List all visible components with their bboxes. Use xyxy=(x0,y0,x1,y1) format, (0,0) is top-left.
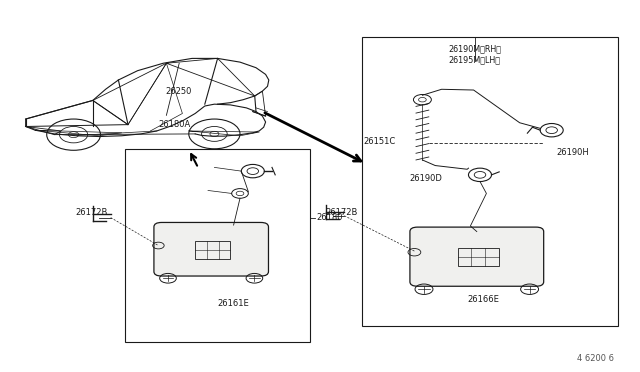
Text: 26166E: 26166E xyxy=(467,295,499,304)
Text: 26190D: 26190D xyxy=(410,174,442,183)
Bar xyxy=(125,149,310,342)
Bar xyxy=(458,248,499,266)
Text: 4 6200 6: 4 6200 6 xyxy=(577,354,614,363)
FancyBboxPatch shape xyxy=(410,227,543,286)
FancyBboxPatch shape xyxy=(154,222,269,276)
Text: 26180: 26180 xyxy=(316,213,342,222)
Text: 26172B: 26172B xyxy=(76,208,108,217)
Text: 26172B: 26172B xyxy=(325,208,358,217)
Text: 26180A: 26180A xyxy=(159,120,191,129)
Bar xyxy=(195,241,230,259)
Text: 26250: 26250 xyxy=(165,87,191,96)
Text: 26161E: 26161E xyxy=(218,299,250,308)
Bar xyxy=(362,37,618,326)
Text: 26190M〈RH〉: 26190M〈RH〉 xyxy=(448,44,501,53)
Text: 26195M〈LH〉: 26195M〈LH〉 xyxy=(448,55,500,64)
Text: 26190H: 26190H xyxy=(557,148,589,157)
Text: 26151C: 26151C xyxy=(364,137,396,146)
